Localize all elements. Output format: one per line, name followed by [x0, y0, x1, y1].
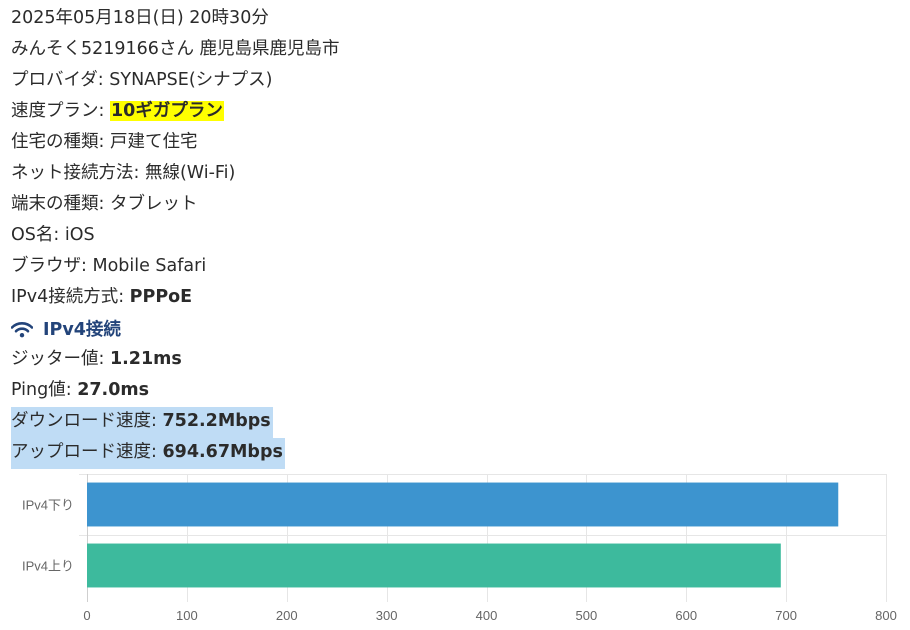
user-location: みんそく5219166さん 鹿児島県鹿児島市 — [11, 39, 340, 59]
jitter-row: ジッター値: 1.21ms — [11, 345, 340, 376]
device-label: 端末の種類: — [11, 194, 110, 214]
connection-label: ネット接続方法: — [11, 163, 145, 183]
os-label: OS名: — [11, 225, 65, 245]
x-tick-label: 300 — [376, 608, 398, 623]
category-label: IPv4上り — [22, 559, 74, 574]
chart-bars — [87, 482, 839, 588]
browser-row: ブラウザ: Mobile Safari — [11, 252, 340, 283]
measurement-info: 2025年05月18日(日) 20時30分 みんそく5219166さん 鹿児島県… — [11, 4, 340, 469]
section-title: IPv4接続 — [43, 319, 121, 340]
upload-row: アップロード速度: 694.67Mbps — [11, 438, 340, 469]
measurement-datetime: 2025年05月18日(日) 20時30分 — [11, 8, 269, 28]
ping-label: Ping値: — [11, 380, 78, 400]
bar-download — [87, 482, 839, 527]
jitter-value: 1.21ms — [109, 349, 182, 369]
connection-value: 無線(Wi-Fi) — [144, 163, 236, 183]
x-tick-label: 800 — [875, 608, 897, 623]
provider-value: SYNAPSE(シナプス) — [109, 70, 273, 90]
ping-row: Ping値: 27.0ms — [11, 376, 340, 407]
category-label: IPv4下り — [22, 498, 74, 513]
device-value: タブレット — [109, 194, 198, 214]
browser-value: Mobile Safari — [92, 256, 207, 276]
section-header: IPv4接続 — [11, 314, 340, 345]
x-tick-label: 0 — [83, 608, 90, 623]
os-row: OS名: iOS — [11, 221, 340, 252]
jitter-label: ジッター値: — [11, 349, 110, 369]
x-tick-label: 200 — [276, 608, 298, 623]
housing-row: 住宅の種類: 戸建て住宅 — [11, 128, 340, 159]
download-value: 752.2Mbps — [162, 411, 271, 431]
housing-value: 戸建て住宅 — [109, 132, 198, 152]
upload-value: 694.67Mbps — [162, 442, 283, 462]
ipv4-method-value: PPPoE — [129, 287, 193, 307]
plan-row: 速度プラン: 10ギガプラン — [11, 97, 340, 128]
x-tick-label: 400 — [476, 608, 498, 623]
download-highlight: ダウンロード速度: 752.2Mbps — [11, 407, 273, 438]
device-row: 端末の種類: タブレット — [11, 190, 340, 221]
ipv4-method-label: IPv4接続方式: — [11, 287, 130, 307]
upload-label: アップロード速度: — [11, 442, 163, 462]
upload-highlight: アップロード速度: 694.67Mbps — [11, 438, 285, 469]
ping-value: 27.0ms — [77, 380, 150, 400]
bar-upload — [87, 543, 781, 588]
browser-label: ブラウザ: — [11, 256, 93, 276]
x-tick-label: 500 — [576, 608, 598, 623]
connection-row: ネット接続方法: 無線(Wi-Fi) — [11, 159, 340, 190]
x-tick-label: 600 — [675, 608, 697, 623]
ipv4-method-row: IPv4接続方式: PPPoE — [11, 283, 340, 314]
housing-label: 住宅の種類: — [11, 132, 110, 152]
provider-label: プロバイダ: — [11, 70, 110, 90]
download-label: ダウンロード速度: — [11, 411, 163, 431]
plan-label: 速度プラン: — [11, 101, 110, 121]
download-row: ダウンロード速度: 752.2Mbps — [11, 407, 340, 438]
os-value: iOS — [64, 225, 95, 245]
chart-labels: 0 100 200 300 400 500 600 700 800 IPv4下り IPv4上り — [22, 498, 897, 624]
x-tick-label: 700 — [775, 608, 797, 623]
x-tick-label: 100 — [176, 608, 198, 623]
wifi-icon — [11, 322, 33, 338]
provider-row: プロバイダ: SYNAPSE(シナプス) — [11, 66, 340, 97]
plan-value: 10ギガプラン — [109, 101, 224, 121]
